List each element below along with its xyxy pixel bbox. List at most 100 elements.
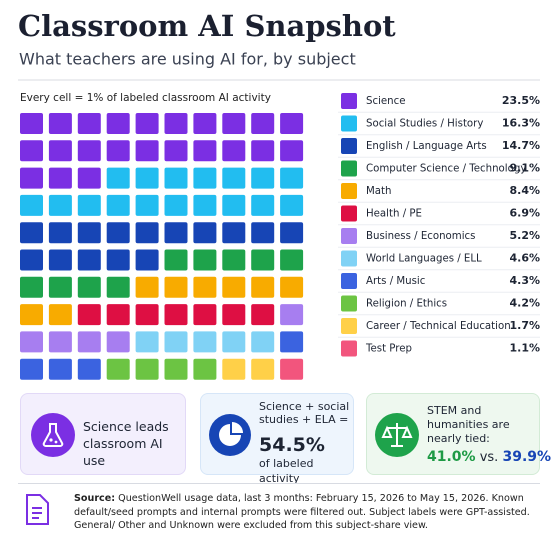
waffle-cell [280,304,304,326]
waffle-cell [251,222,275,244]
value-label: 5.2% [509,229,540,242]
waffle-cell [20,331,43,353]
waffle-cell [77,249,101,271]
waffle-cell [77,304,101,326]
value-label: 4.3% [509,274,540,287]
value-label: 23.5% [502,94,540,107]
card-value: 54.5% [259,434,325,456]
value-label: 1.7% [509,319,540,332]
value-label: 16.3% [502,117,540,130]
waffle-cell [106,140,130,162]
waffle-cell [20,167,43,189]
legend-swatch [341,93,357,109]
waffle-cell [135,222,159,244]
waffle-cell [135,167,159,189]
waffle-cell [135,249,159,271]
pie-icon [209,414,251,456]
waffle-cell [280,140,304,162]
legend-swatch [341,138,357,154]
waffle-cell [106,194,130,216]
value-label: 4.2% [509,297,540,310]
waffle-cell [135,276,159,298]
scale-icon [375,413,419,457]
waffle-cell [222,249,246,271]
waffle-cell [48,194,72,216]
humanities-share: 39.9% [502,449,552,465]
waffle-cell [20,222,43,244]
waffle-cell [280,194,304,216]
legend-label: Arts / Music [366,276,425,287]
waffle-cell [222,331,246,353]
waffle-cell [222,113,246,134]
waffle-cell [48,140,72,162]
waffle-cell [222,167,246,189]
waffle-cell [20,140,43,162]
legend-swatch [341,295,357,312]
waffle-cell [48,222,72,244]
waffle-cell [164,194,188,216]
legend-label: Health / PE [366,209,422,220]
card-suffix: of labeled activity [259,457,314,485]
waffle-cell [135,358,159,380]
legend-label: Business / Economics [366,231,475,242]
waffle-cell [164,331,188,353]
source-label: Source: [74,493,116,504]
waffle-cell [77,167,101,189]
chart-subtitle: What teachers are using AI for, by subje… [19,50,356,69]
source-text: QuestionWell usage data, last 3 months: … [74,493,530,531]
waffle-cell [222,276,246,298]
legend-label: Science [366,96,406,107]
waffle-cell [251,249,275,271]
waffle-cell [280,331,304,353]
waffle-cell [164,222,188,244]
waffle-cell [251,113,275,134]
waffle-cell [77,276,101,298]
value-label: 4.6% [509,252,540,265]
waffle-cell [164,304,188,326]
waffle-cell [135,140,159,162]
waffle-cell [280,358,304,380]
footer-divider [18,483,540,484]
legend-label: English / Language Arts [366,141,487,152]
value-label: 14.7% [502,139,540,152]
waffle-cell [164,167,188,189]
card-text: Science + social studies + ELA = [259,400,350,426]
legend-swatch [341,250,357,267]
waffle-cell [193,249,217,271]
waffle-cell [20,304,43,326]
legend-swatch [341,340,357,357]
waffle-cell [48,276,72,298]
waffle-cell [222,222,246,244]
waffle-cell [48,167,72,189]
legend-swatch [341,183,357,199]
legend-label: Social Studies / History [366,119,483,130]
card-text: STEM and humanities are nearly tied: [427,404,510,445]
waffle-cell [106,167,130,189]
waffle-cell [222,304,246,326]
value-label: 8.4% [509,184,540,197]
waffle-cell [251,167,275,189]
chart-title: Classroom AI Snapshot [18,9,396,43]
waffle-cell [106,358,130,380]
legend-swatch [341,205,357,222]
waffle-cell [48,331,72,353]
waffle-cell [193,358,217,380]
value-label: 6.9% [509,207,540,220]
legend-swatch [341,228,357,244]
legend-label: Career / Technical Education [366,321,511,332]
waffle-cell [164,249,188,271]
vs: vs. [479,450,499,465]
legend-swatch [341,273,357,289]
waffle-cell [135,304,159,326]
waffle-cell [251,276,275,298]
waffle-cell [280,167,304,189]
doc-icon [26,494,49,525]
value-label: 9.1% [509,162,540,175]
waffle-cell [193,276,217,298]
waffle-cell [106,276,130,298]
legend-swatch [341,160,357,177]
waffle-cell [48,304,72,326]
waffle-cell [20,113,43,134]
waffle-cell [222,358,246,380]
